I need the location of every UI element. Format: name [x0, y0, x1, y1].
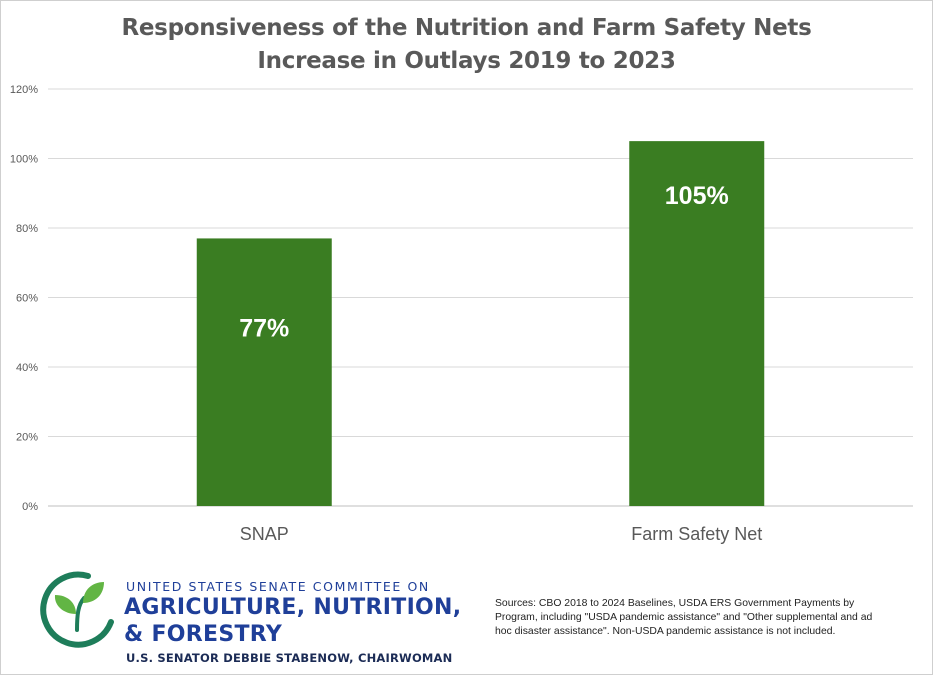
- bar: [196, 238, 332, 507]
- chart-title-line-2: Increase in Outlays 2019 to 2023: [257, 48, 676, 74]
- sources-note: Sources: CBO 2018 to 2024 Baselines, USD…: [495, 598, 873, 637]
- y-tick-label: 100%: [10, 154, 38, 166]
- committee-title-line-1: AGRICULTURE, NUTRITION,: [124, 595, 462, 620]
- y-tick-label: 60%: [16, 293, 38, 305]
- sprout-circle-icon: [40, 571, 114, 648]
- bar-chart: 0% 20% 40% 60% 80% 100% 120% 77% SNAP 105% Farm Sa…: [10, 84, 913, 544]
- data-label: 105%: [665, 182, 729, 210]
- committee-title-line-2: & FORESTRY: [124, 622, 283, 647]
- bar: [629, 141, 765, 506]
- committee-name-line: UNITED STATES SENATE COMMITTEE ON: [126, 579, 430, 594]
- x-tick-label: SNAP: [240, 524, 289, 544]
- y-tick-label: 40%: [16, 362, 38, 374]
- data-label: 77%: [239, 314, 289, 342]
- y-tick-label: 120%: [10, 84, 38, 96]
- y-tick-label: 20%: [16, 432, 38, 444]
- y-tick-label: 80%: [16, 223, 38, 235]
- chart-title-line-1: Responsiveness of the Nutrition and Farm…: [121, 15, 812, 41]
- y-tick-label: 0%: [22, 501, 38, 513]
- committee-logo: UNITED STATES SENATE COMMITTEE ON AGRICU…: [38, 570, 461, 670]
- x-tick-label: Farm Safety Net: [631, 524, 762, 544]
- chairwoman-line: U.S. SENATOR DEBBIE STABENOW, CHAIRWOMAN: [126, 651, 453, 665]
